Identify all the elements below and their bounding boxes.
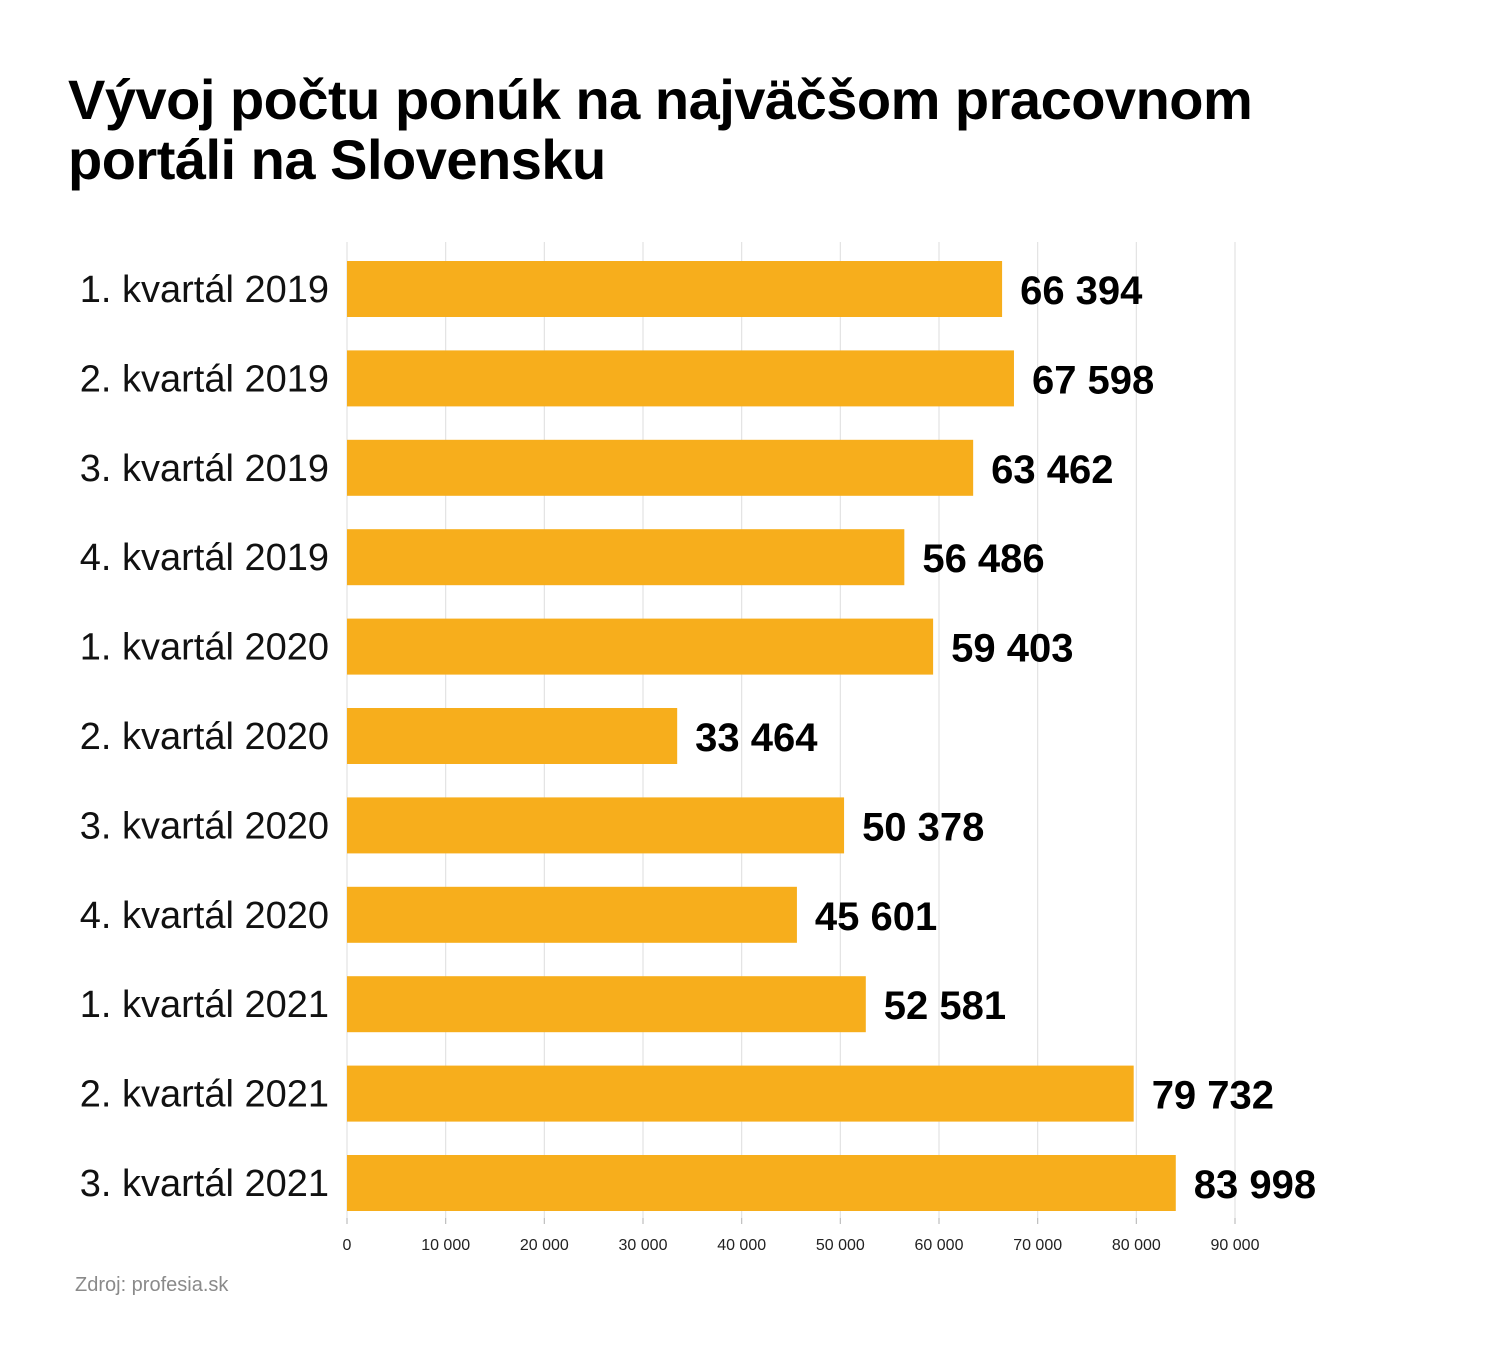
value-label: 66 394 (1020, 269, 1143, 313)
category-labels: 1. kvartál 2019 2. kvartál 2019 3. kvartál… (80, 269, 329, 1205)
tick-label: 80 000 (1112, 1237, 1161, 1254)
category-label: 3. kvartál 2020 (80, 805, 329, 847)
bar (347, 797, 845, 854)
value-label: 33 464 (695, 716, 818, 760)
category-label: 3. kvartál 2019 (80, 448, 329, 490)
category-label: 2. kvartál 2019 (80, 358, 329, 400)
value-label: 50 378 (862, 805, 984, 849)
bar (347, 1155, 1176, 1211)
bar (347, 350, 1014, 407)
x-axis-ticks: 0 10 000 20 000 30 000 40 000 50 000 60 000 70 … (343, 1218, 1260, 1254)
category-label: 2. kvartál 2021 (80, 1074, 329, 1116)
bar (347, 529, 905, 586)
value-label: 63 462 (991, 448, 1113, 492)
chart-title: Vývoj počtu ponúk na najväčšom pracovnom… (68, 68, 1253, 191)
bar (347, 886, 797, 943)
value-label: 79 732 (1152, 1074, 1274, 1118)
tick-label: 20 000 (520, 1237, 569, 1254)
category-label: 1. kvartál 2020 (80, 627, 329, 669)
bar (347, 1065, 1134, 1122)
value-label: 83 998 (1194, 1163, 1316, 1207)
tick-label: 70 000 (1013, 1237, 1062, 1254)
bars (347, 261, 1176, 1211)
tick-label: 90 000 (1211, 1237, 1260, 1254)
source-note: Zdroj: profesia.sk (75, 1274, 229, 1296)
tick-label: 0 (343, 1237, 352, 1254)
category-label: 1. kvartál 2021 (80, 984, 329, 1026)
bar (347, 261, 1003, 317)
category-label: 4. kvartál 2019 (80, 537, 329, 579)
tick-label: 10 000 (421, 1237, 470, 1254)
category-label: 2. kvartál 2020 (80, 716, 329, 758)
category-label: 4. kvartál 2020 (80, 895, 329, 937)
bar (347, 439, 974, 496)
value-label: 56 486 (922, 537, 1044, 581)
category-label: 1. kvartál 2019 (80, 269, 329, 311)
value-label: 59 403 (951, 627, 1073, 671)
tick-label: 50 000 (816, 1237, 865, 1254)
value-label: 67 598 (1032, 358, 1154, 402)
value-label: 45 601 (815, 895, 937, 939)
tick-label: 60 000 (915, 1237, 964, 1254)
bar (347, 976, 866, 1033)
bar (347, 708, 678, 764)
value-label: 52 581 (884, 984, 1006, 1028)
tick-label: 40 000 (717, 1237, 766, 1254)
bar (347, 618, 934, 675)
value-labels: 66 394 67 598 63 462 56 486 59 403 33 464 50 3… (695, 269, 1316, 1207)
tick-label: 30 000 (619, 1237, 668, 1254)
category-label: 3. kvartál 2021 (80, 1163, 329, 1205)
